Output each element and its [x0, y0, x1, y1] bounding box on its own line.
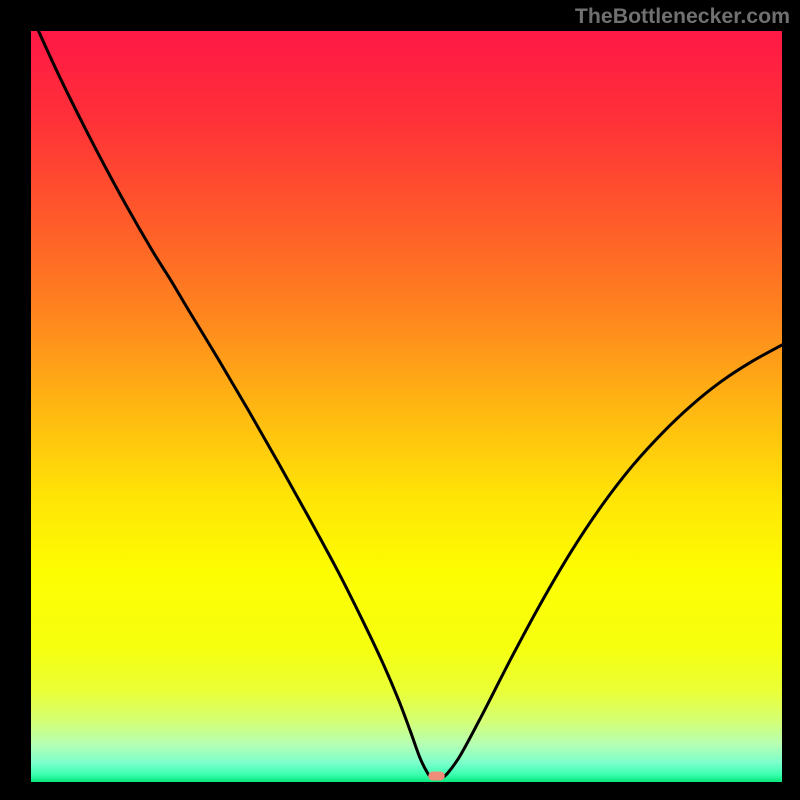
optimal-point-marker — [428, 771, 445, 780]
bottleneck-line-chart — [31, 31, 782, 782]
watermark-text: TheBottlenecker.com — [575, 4, 790, 29]
plot-area — [31, 31, 782, 782]
chart-stage: TheBottlenecker.com — [0, 0, 800, 800]
gradient-background — [31, 31, 782, 782]
